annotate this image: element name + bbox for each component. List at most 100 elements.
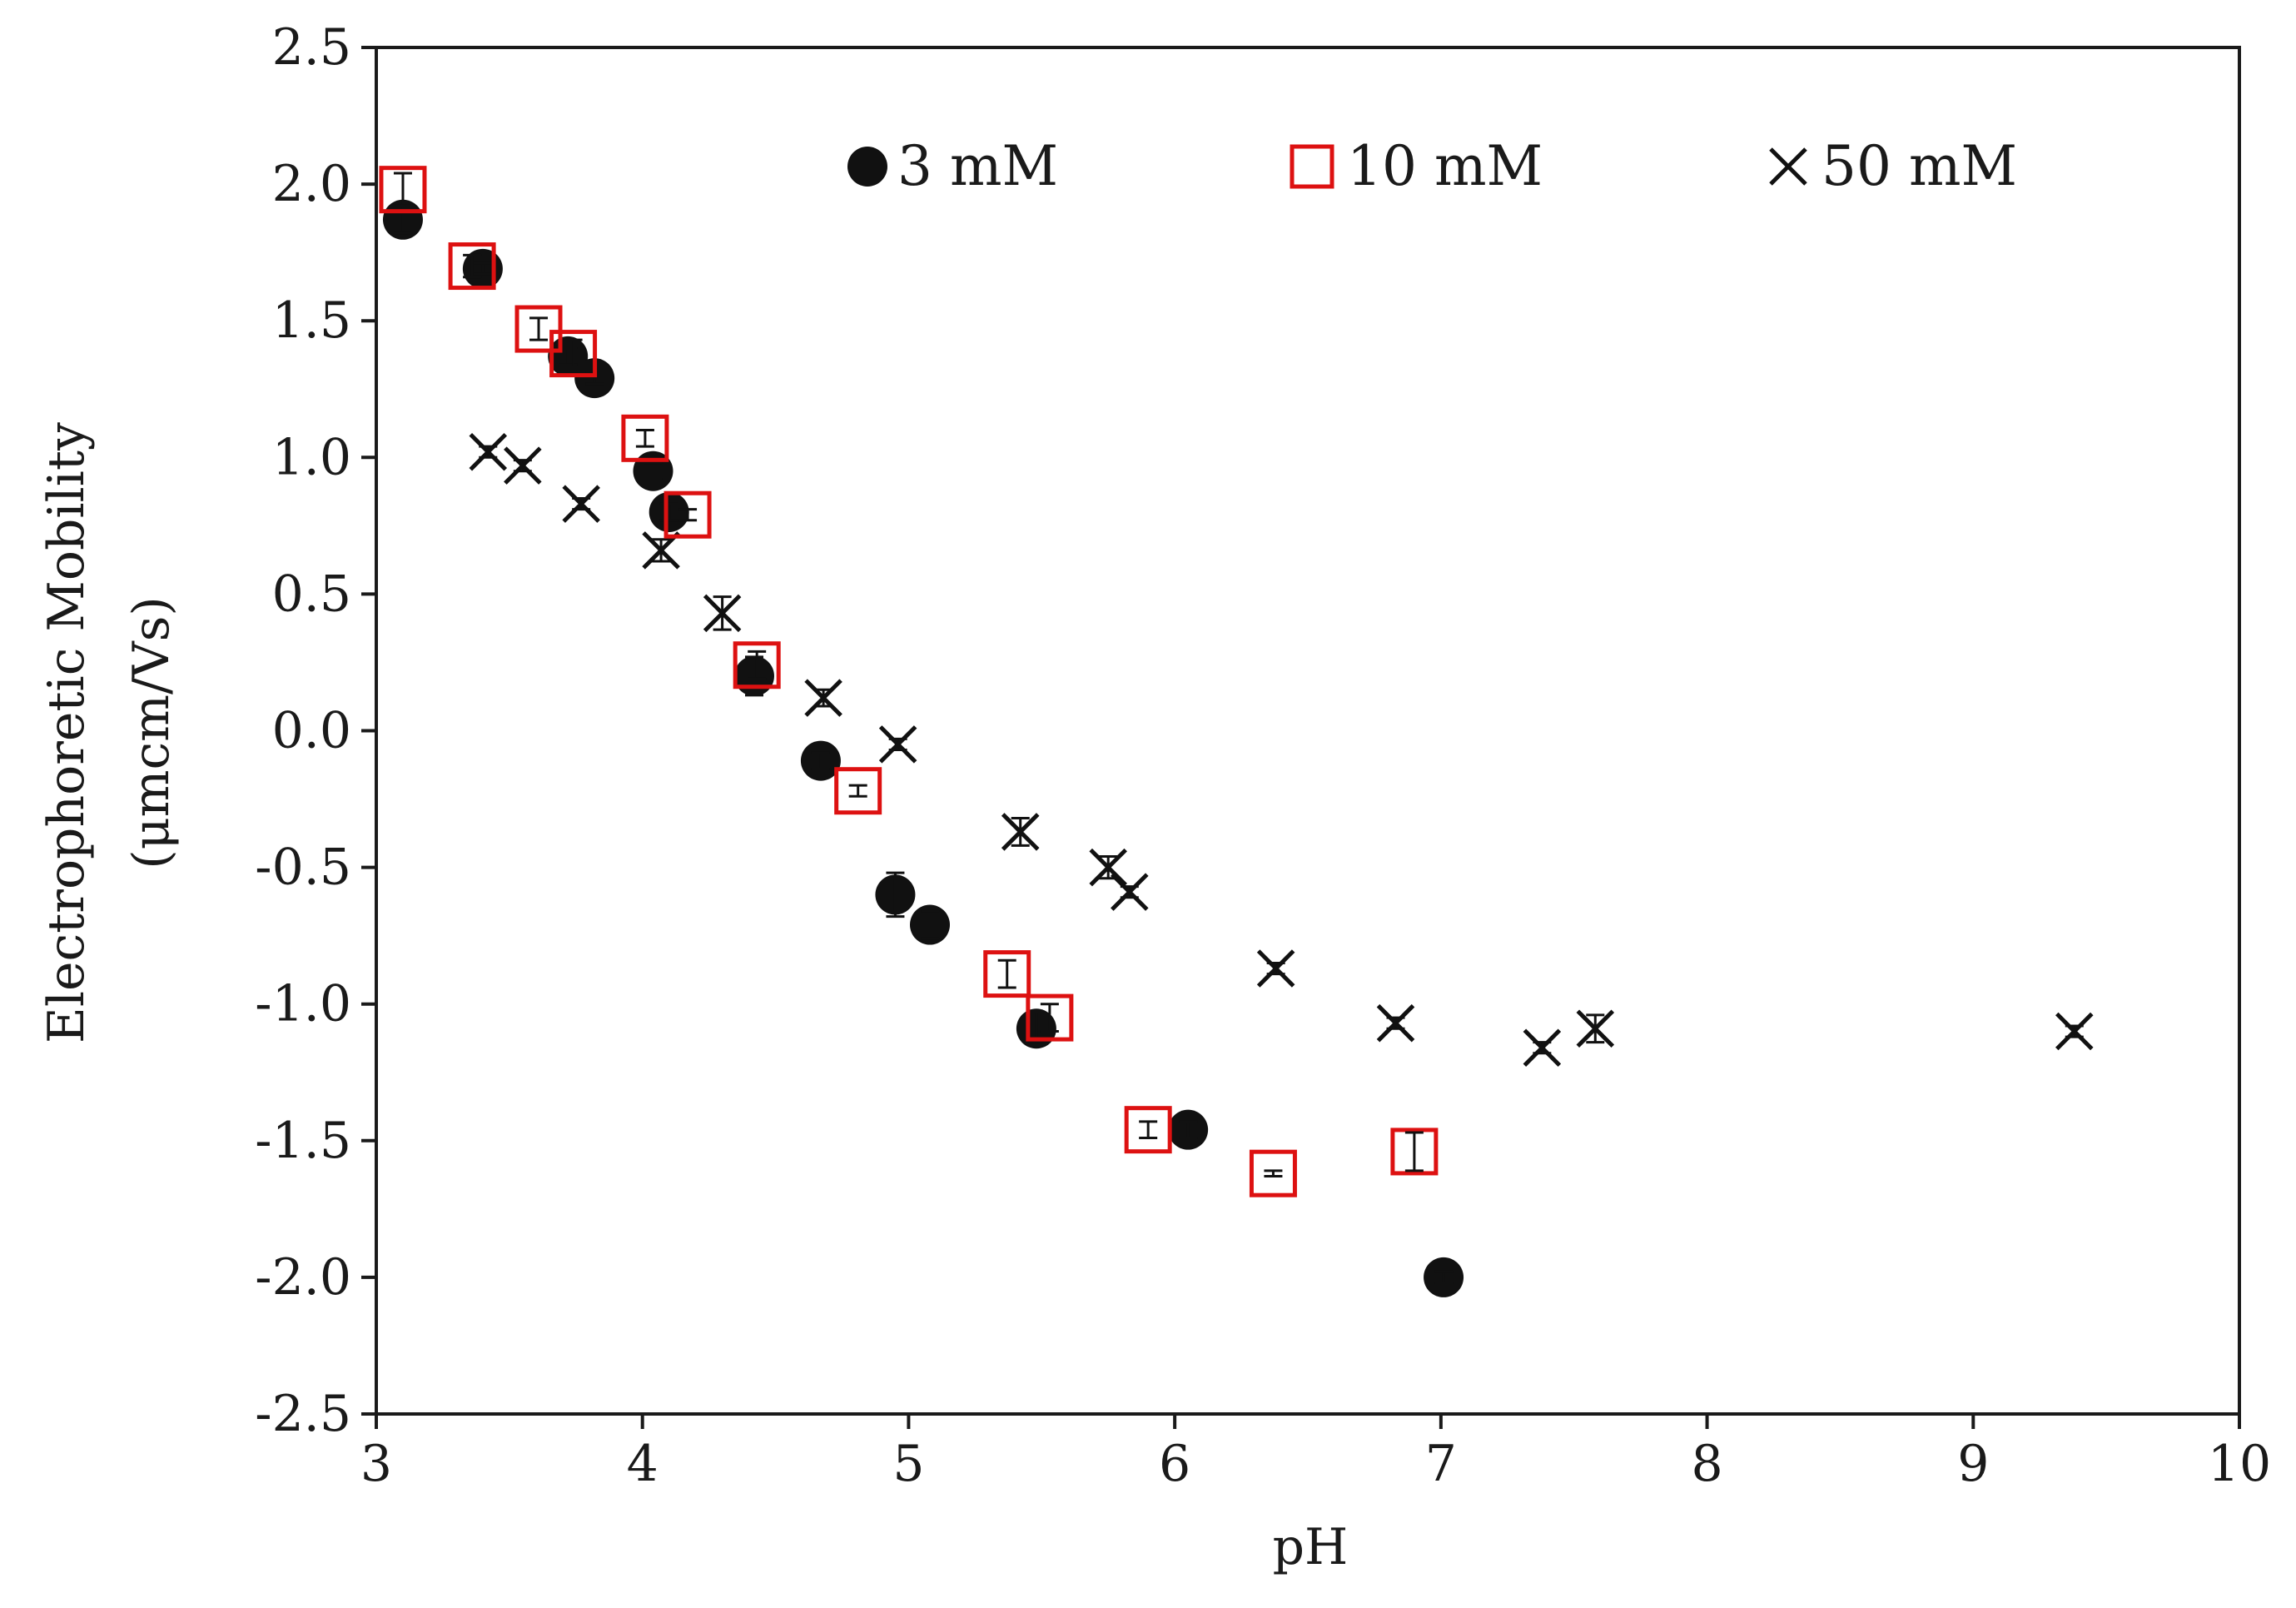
legend-item-50mm: 50 mM bbox=[1769, 134, 2017, 198]
y-axis-title: Electrophoretic Mobility (μmcm/Vs) bbox=[37, 422, 181, 1043]
point-marker bbox=[1026, 993, 1074, 1042]
point-marker bbox=[1376, 1003, 1415, 1043]
data-point bbox=[469, 432, 508, 471]
legend-item-3mm: 3 mM bbox=[847, 134, 1058, 198]
point-marker bbox=[663, 490, 712, 539]
point-marker bbox=[514, 305, 563, 353]
data-point bbox=[1390, 1128, 1439, 1176]
data-point bbox=[621, 414, 669, 462]
point-marker bbox=[1001, 813, 1040, 851]
point-marker bbox=[1523, 1028, 1562, 1067]
x-tick-label: 5 bbox=[892, 1435, 924, 1493]
legend-marker-cross bbox=[1769, 147, 1807, 186]
cross-stroke bbox=[469, 432, 508, 471]
data-point bbox=[649, 491, 689, 532]
data-point bbox=[703, 594, 742, 633]
point-marker bbox=[621, 414, 669, 462]
data-point bbox=[379, 166, 427, 214]
x-tick-label: 6 bbox=[1159, 1435, 1190, 1493]
data-point bbox=[1026, 993, 1074, 1042]
point-marker bbox=[448, 242, 496, 291]
data-point bbox=[1376, 1003, 1415, 1043]
data-point bbox=[834, 767, 882, 815]
legend-label-3mm: 3 mM bbox=[897, 134, 1058, 198]
data-point bbox=[514, 305, 563, 353]
data-point bbox=[642, 531, 680, 570]
legend: 3 mM 10 mM 50 mM bbox=[847, 134, 2017, 198]
y-tick-label: 0.0 bbox=[272, 702, 351, 760]
legend-marker-filled-circle bbox=[847, 147, 887, 187]
y-tick-label: -0.5 bbox=[255, 839, 351, 897]
y-tick-label: -1.5 bbox=[255, 1112, 351, 1170]
point-marker bbox=[1089, 848, 1127, 887]
y-axis-ticks: 2.5 2.0 1.5 1.0 0.5 0.0 -0.5 -1.0 -1.5 -2.0 -2.5 bbox=[255, 18, 376, 1443]
data-point bbox=[2055, 1012, 2094, 1051]
point-marker bbox=[1576, 1009, 1615, 1048]
cross-stroke bbox=[642, 531, 680, 570]
point-marker bbox=[878, 725, 917, 764]
data-point bbox=[733, 641, 781, 689]
data-point bbox=[549, 330, 598, 378]
cross-stroke bbox=[1523, 1028, 1562, 1067]
data-series bbox=[379, 166, 2094, 1297]
data-point bbox=[1124, 1106, 1172, 1154]
data-point bbox=[910, 904, 951, 945]
cross-stroke bbox=[2055, 1012, 2094, 1051]
x-tick-label: 3 bbox=[360, 1435, 392, 1493]
point-marker bbox=[2055, 1012, 2094, 1051]
data-point bbox=[663, 490, 712, 539]
data-point bbox=[800, 740, 841, 781]
x-tick-label: 4 bbox=[627, 1435, 658, 1493]
point-marker bbox=[733, 641, 781, 689]
legend-label-50mm: 50 mM bbox=[1821, 134, 2017, 198]
y-tick-label: 2.0 bbox=[272, 155, 351, 213]
cross-stroke bbox=[878, 725, 917, 764]
point-marker bbox=[834, 767, 882, 815]
point-marker bbox=[1256, 949, 1295, 988]
cross-stroke bbox=[804, 679, 842, 717]
point-marker bbox=[703, 594, 742, 633]
cross-stroke bbox=[504, 446, 542, 485]
point-marker bbox=[1111, 873, 1149, 911]
data-point bbox=[1256, 949, 1295, 988]
x-tick-label: 7 bbox=[1425, 1435, 1457, 1493]
cross-stroke bbox=[1256, 949, 1295, 988]
series-cross bbox=[469, 432, 2094, 1067]
data-point bbox=[1001, 813, 1040, 851]
point-marker bbox=[1390, 1128, 1439, 1176]
data-point bbox=[878, 725, 917, 764]
cross-stroke bbox=[1001, 813, 1040, 851]
point-marker bbox=[469, 432, 508, 471]
data-point bbox=[562, 485, 600, 523]
y-axis-title-line1: Electrophoretic Mobility bbox=[37, 422, 96, 1043]
y-tick-label: 0.5 bbox=[272, 565, 351, 623]
data-point bbox=[448, 242, 496, 291]
cross-stroke bbox=[562, 485, 600, 523]
data-point bbox=[804, 679, 842, 717]
cross-stroke bbox=[1089, 848, 1127, 887]
x-axis-ticks: 3 4 5 6 7 8 9 10 bbox=[360, 1414, 2271, 1493]
point-marker bbox=[549, 330, 598, 378]
y-axis-title-line2: (μmcm/Vs) bbox=[122, 596, 181, 869]
y-tick-label: -2.0 bbox=[255, 1248, 351, 1307]
data-point bbox=[733, 655, 774, 697]
x-tick-label: 9 bbox=[1957, 1435, 1989, 1493]
point-marker bbox=[642, 531, 680, 570]
x-tick-label: 10 bbox=[2208, 1435, 2271, 1493]
data-point bbox=[1424, 1257, 1464, 1297]
cross-stroke bbox=[1769, 147, 1807, 186]
y-tick-label: -2.5 bbox=[255, 1385, 351, 1443]
cross-stroke bbox=[703, 594, 742, 633]
cross-stroke bbox=[1376, 1003, 1415, 1043]
point-marker bbox=[1249, 1149, 1297, 1197]
y-tick-label: 1.5 bbox=[272, 291, 351, 350]
legend-marker-open-square bbox=[1290, 144, 1334, 189]
y-tick-label: -1.0 bbox=[255, 975, 351, 1033]
point-marker bbox=[804, 679, 842, 717]
point-marker bbox=[504, 446, 542, 485]
data-point bbox=[1111, 873, 1149, 911]
y-tick-label: 1.0 bbox=[272, 428, 351, 486]
x-axis-title: pH bbox=[1273, 1518, 1349, 1576]
data-point bbox=[1576, 1009, 1615, 1048]
